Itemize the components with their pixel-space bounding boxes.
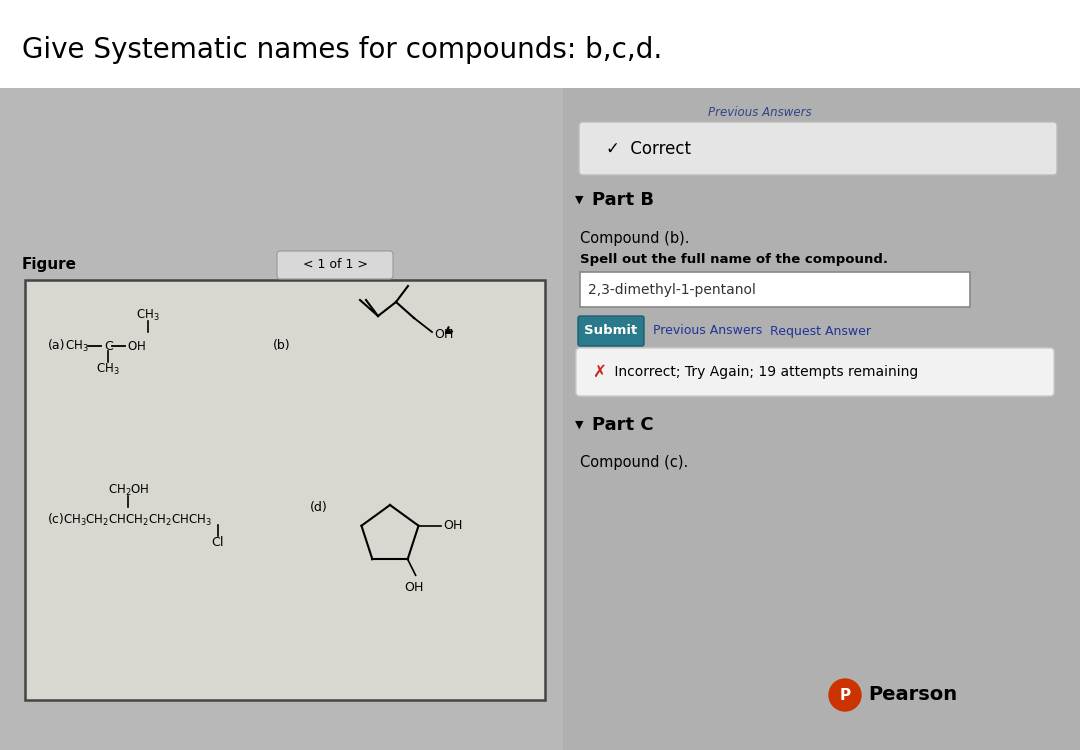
- Bar: [25, 280, 545, 700]
- Text: $\mathsf{Cl}$: $\mathsf{Cl}$: [212, 535, 225, 549]
- Text: < 1 of 1 >: < 1 of 1 >: [302, 259, 367, 272]
- Text: P: P: [839, 688, 851, 703]
- Text: $\mathsf{C}$: $\mathsf{C}$: [104, 340, 114, 352]
- Bar: [563, 88, 1080, 750]
- Bar: [0, 88, 563, 750]
- Text: $\mathsf{CH_3}$: $\mathsf{CH_3}$: [65, 338, 89, 353]
- Text: Compound (c).: Compound (c).: [580, 454, 688, 470]
- Bar: [580, 272, 970, 307]
- Text: $\mathsf{OH}$: $\mathsf{OH}$: [434, 328, 454, 340]
- Text: Pearson: Pearson: [868, 686, 957, 704]
- Text: (d): (d): [310, 502, 327, 515]
- Text: Part B: Part B: [592, 191, 654, 209]
- Text: $\mathsf{CH_3CH_2CHCH_2CH_2CHCH_3}$: $\mathsf{CH_3CH_2CHCH_2CH_2CHCH_3}$: [63, 512, 212, 527]
- Text: Incorrect; Try Again; 19 attempts remaining: Incorrect; Try Again; 19 attempts remain…: [610, 365, 918, 379]
- Text: (a): (a): [48, 340, 66, 352]
- Text: ▼: ▼: [575, 195, 583, 205]
- Text: Spell out the full name of the compound.: Spell out the full name of the compound.: [580, 254, 888, 266]
- Text: ▼: ▼: [575, 420, 583, 430]
- Text: $\mathsf{CH_2OH}$: $\mathsf{CH_2OH}$: [108, 482, 150, 497]
- Text: $\mathsf{OH}$: $\mathsf{OH}$: [404, 581, 423, 594]
- Text: $\mathsf{CH_3}$: $\mathsf{CH_3}$: [136, 308, 160, 322]
- FancyBboxPatch shape: [276, 251, 393, 279]
- Text: $\mathsf{OH}$: $\mathsf{OH}$: [127, 340, 146, 352]
- Text: ✓  Correct: ✓ Correct: [606, 140, 691, 158]
- FancyBboxPatch shape: [579, 122, 1057, 175]
- Text: Submit: Submit: [584, 325, 637, 338]
- Text: Request Answer: Request Answer: [770, 325, 870, 338]
- FancyBboxPatch shape: [578, 316, 644, 346]
- Text: 2,3-dimethyl-1-pentanol: 2,3-dimethyl-1-pentanol: [588, 283, 756, 297]
- Text: Previous Answers: Previous Answers: [653, 325, 762, 338]
- Text: $\mathsf{CH_3}$: $\mathsf{CH_3}$: [96, 362, 120, 376]
- Circle shape: [829, 679, 861, 711]
- Text: (b): (b): [273, 340, 291, 352]
- Text: Part C: Part C: [592, 416, 653, 434]
- Text: $\mathsf{OH}$: $\mathsf{OH}$: [443, 519, 462, 532]
- Text: (c): (c): [48, 514, 65, 526]
- FancyBboxPatch shape: [576, 348, 1054, 396]
- Text: ✗: ✗: [592, 363, 606, 381]
- Text: Previous Answers: Previous Answers: [708, 106, 812, 118]
- Text: Give Systematic names for compounds: b,c,d.: Give Systematic names for compounds: b,c…: [22, 36, 662, 64]
- Text: Figure: Figure: [22, 257, 77, 272]
- Bar: [0, 0, 1080, 88]
- Text: Compound (b).: Compound (b).: [580, 230, 689, 245]
